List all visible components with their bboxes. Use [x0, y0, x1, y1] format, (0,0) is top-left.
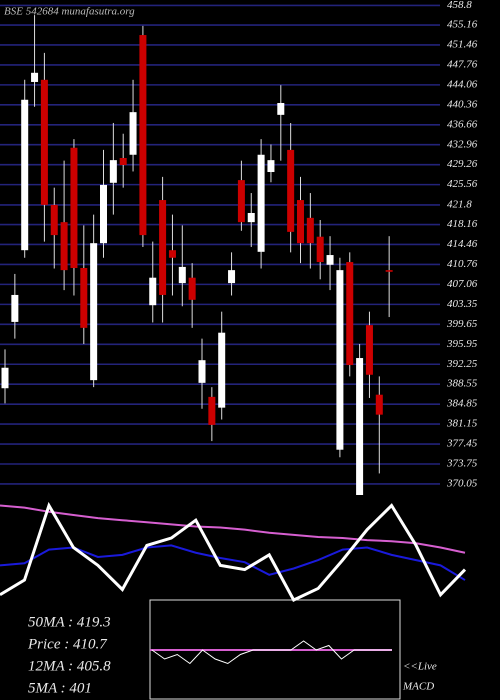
candle-body: [1, 367, 9, 389]
candle-body: [129, 112, 137, 155]
candle-body: [178, 266, 186, 284]
candle-body: [149, 277, 157, 306]
candle-body: [188, 277, 196, 300]
candle-body: [90, 243, 98, 381]
y-tick-label: 370.05: [446, 477, 478, 489]
y-tick-label: 388.55: [446, 378, 478, 390]
y-tick-label: 429.26: [447, 158, 478, 170]
candle-body: [198, 360, 206, 383]
y-tick-label: 440.36: [447, 98, 478, 110]
candle-body: [316, 236, 324, 263]
chart-title: BSE 542684 munafasutra.org: [4, 6, 135, 18]
candle-body: [31, 72, 39, 82]
y-tick-label: 436.66: [447, 118, 478, 130]
candle-body: [11, 294, 19, 322]
candle-body: [326, 255, 334, 265]
y-tick-label: 381.15: [446, 418, 478, 430]
y-tick-label: 392.25: [446, 358, 478, 370]
candle-body: [277, 102, 285, 115]
candle-body: [208, 396, 216, 425]
live-label: <<Live: [403, 661, 437, 673]
candle-body: [218, 332, 226, 408]
candle-body: [100, 184, 107, 244]
candle-body: [40, 79, 48, 205]
candle-body: [80, 267, 88, 328]
y-tick-label: 458.8: [447, 0, 472, 11]
candle-body: [385, 270, 393, 272]
y-tick-label: 425.56: [447, 178, 478, 190]
candle-body: [119, 157, 127, 165]
candle-body: [70, 147, 78, 268]
candle-body: [109, 160, 117, 183]
candle-body: [267, 160, 275, 173]
y-tick-label: 377.45: [446, 438, 478, 450]
y-tick-label: 451.46: [447, 39, 478, 51]
y-tick-label: 418.16: [447, 218, 478, 230]
candle-body: [168, 250, 176, 258]
candle-body: [139, 35, 147, 236]
candle-body: [306, 217, 314, 244]
y-tick-label: 373.75: [446, 458, 478, 470]
legend-text: 5MA : 401: [28, 680, 92, 696]
y-tick-label: 444.06: [447, 78, 478, 90]
y-tick-label: 407.06: [447, 278, 478, 290]
candle-body: [60, 222, 68, 271]
y-tick-label: 399.65: [446, 318, 478, 330]
candle-body: [228, 270, 236, 284]
candle-body: [297, 200, 304, 244]
candle-body: [257, 154, 265, 252]
y-tick-label: 421.8: [447, 198, 472, 210]
indicator-line: [0, 501, 467, 602]
macd-line: [151, 640, 392, 665]
candle-body: [375, 394, 383, 415]
macd-label: MACD: [402, 681, 434, 693]
candle-body: [21, 99, 29, 251]
candle-body: [50, 204, 58, 236]
legend-text: 12MA : 405.8: [28, 658, 111, 674]
candle-body: [237, 180, 245, 223]
y-tick-label: 384.85: [446, 398, 478, 410]
y-tick-label: 432.96: [447, 138, 478, 150]
y-tick-label: 447.76: [447, 58, 478, 70]
indicator-line: [0, 504, 466, 554]
y-tick-label: 455.16: [447, 19, 478, 31]
candle-body: [336, 270, 344, 450]
legend-text: Price : 410.7: [27, 636, 108, 652]
candle-body: [346, 262, 354, 366]
candle-body: [365, 325, 373, 375]
y-tick-label: 403.35: [447, 298, 478, 310]
legend-text: 50MA : 419.3: [28, 614, 111, 630]
y-tick-label: 414.46: [447, 238, 478, 250]
y-tick-label: 410.76: [447, 258, 478, 270]
candle-body: [247, 212, 255, 223]
candle-body: [159, 200, 167, 295]
candle-body: [287, 149, 295, 232]
candle-body: [356, 358, 364, 495]
y-tick-label: 395.95: [446, 338, 478, 350]
